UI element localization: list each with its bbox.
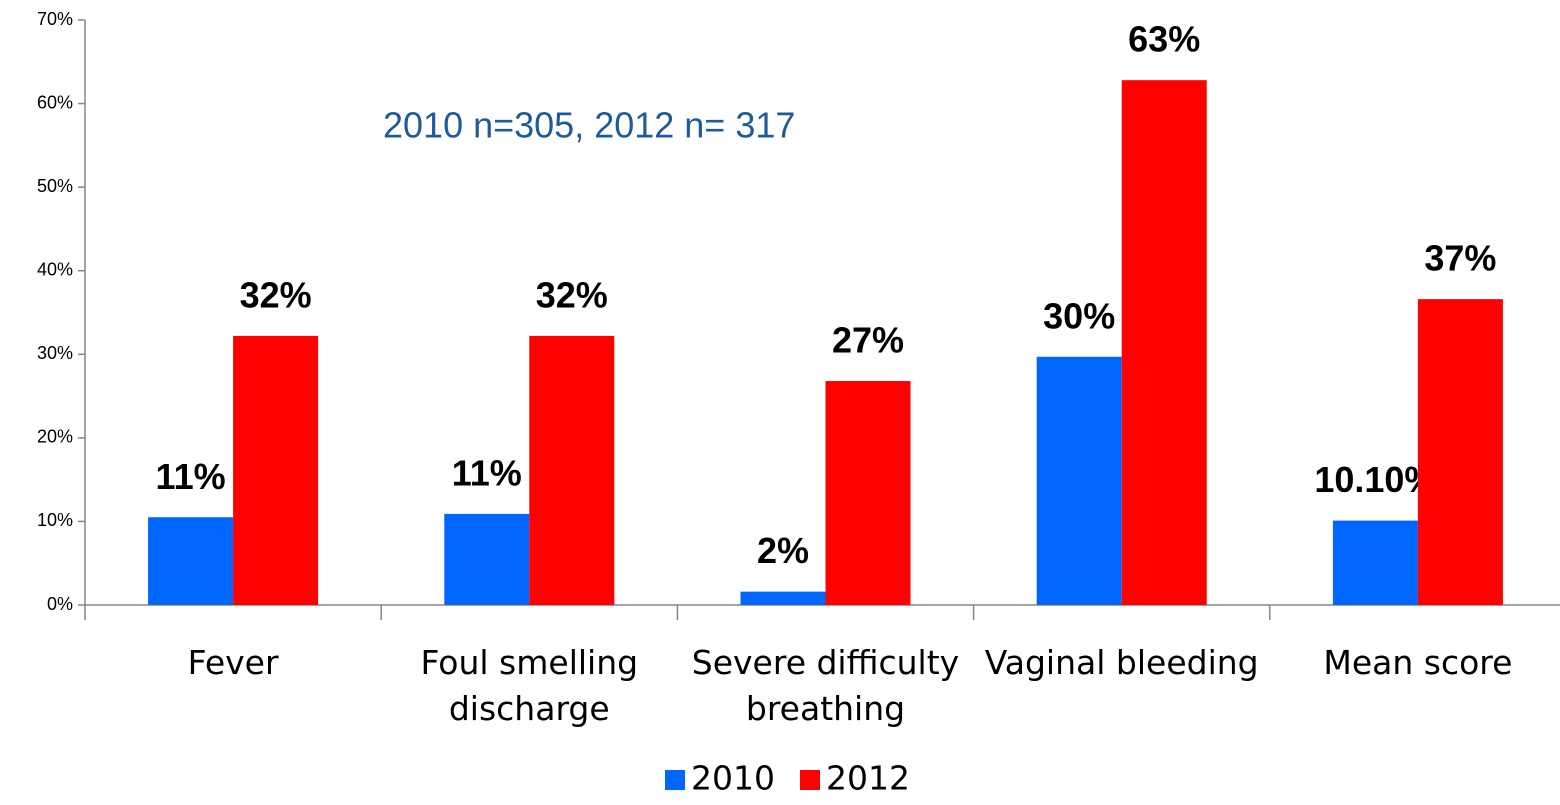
y-tick-label: 50% — [37, 176, 73, 196]
bar — [529, 335, 615, 605]
bar — [444, 513, 530, 605]
bar — [740, 591, 826, 605]
legend-swatch — [665, 770, 685, 790]
y-tick-label: 10% — [37, 510, 73, 530]
y-tick-label: 0% — [47, 594, 73, 614]
bar — [1417, 299, 1503, 605]
y-tick-label: 30% — [37, 343, 73, 363]
data-label: 27% — [832, 320, 904, 361]
bar — [825, 381, 911, 605]
y-tick-label: 20% — [37, 427, 73, 447]
data-label: 11% — [452, 452, 522, 493]
data-label: 37% — [1424, 238, 1496, 279]
data-label: 32% — [240, 274, 312, 315]
x-tick-label: Mean score — [1323, 643, 1513, 682]
annotation: 2010 n=305, 2012 n= 317 — [383, 105, 795, 146]
x-tick-label: Fever — [187, 643, 279, 682]
data-label: 10.10% — [1314, 459, 1436, 500]
x-tick-label: Vaginal bleeding — [984, 643, 1259, 682]
bar — [1121, 80, 1207, 605]
legend-swatch — [800, 770, 820, 790]
y-tick-label: 40% — [37, 259, 73, 279]
bar — [233, 335, 319, 605]
bar — [148, 517, 234, 605]
bar — [1036, 356, 1122, 605]
y-tick-label: 60% — [37, 92, 73, 112]
data-label: 2% — [757, 530, 809, 571]
bar — [1332, 520, 1418, 605]
legend-label: 2012 — [826, 759, 910, 798]
data-label: 30% — [1043, 295, 1115, 336]
x-tick-label: Foul smelling discharge — [420, 643, 639, 728]
data-label: 32% — [536, 274, 608, 315]
y-tick-label: 70% — [37, 9, 73, 29]
data-label: 11% — [156, 456, 226, 497]
data-label: 63% — [1128, 19, 1200, 60]
x-tick-label: Severe difficulty breathing — [691, 643, 960, 728]
legend-label: 2010 — [691, 759, 775, 798]
